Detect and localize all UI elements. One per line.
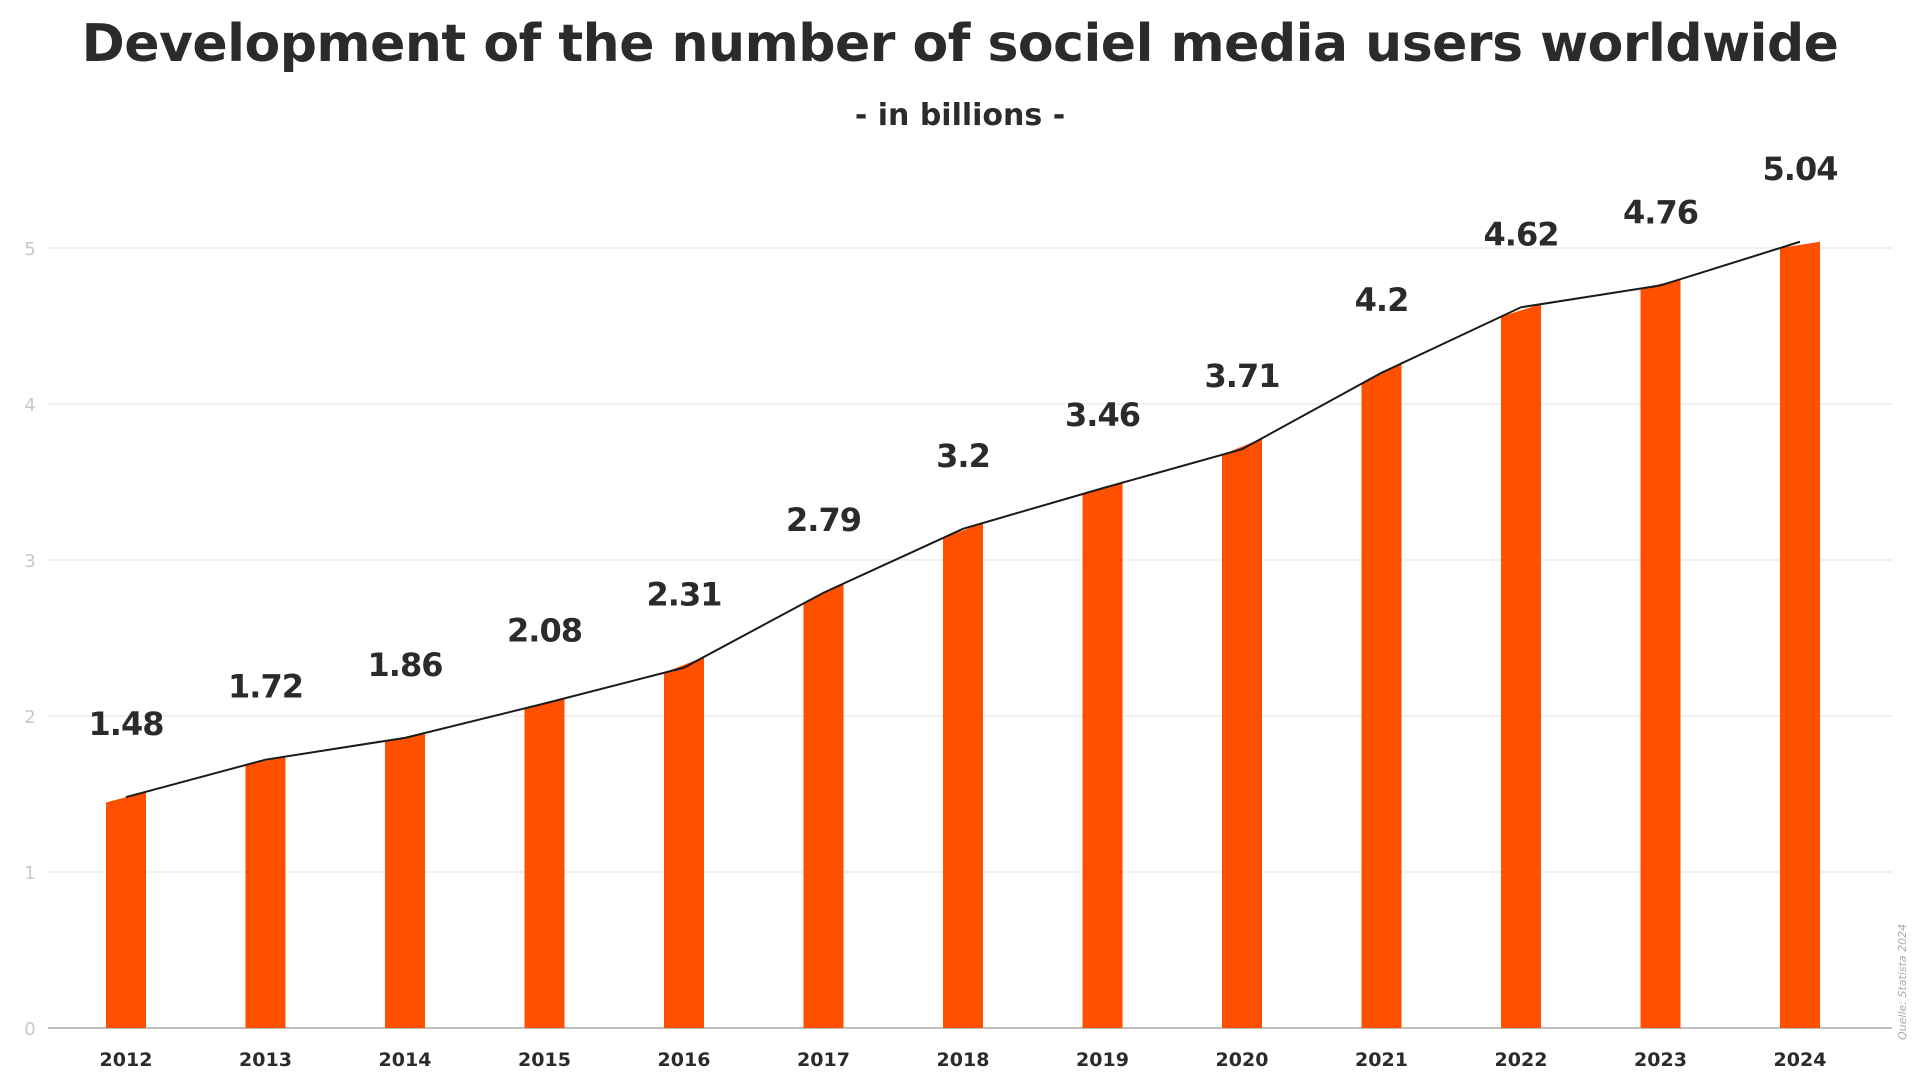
x-tick-label: 2013 <box>239 1049 292 1071</box>
x-tick-label: 2024 <box>1774 1049 1827 1071</box>
y-tick-label: 4 <box>24 395 35 416</box>
chart-title: Development of the number of sociel medi… <box>81 14 1839 74</box>
x-tick-label: 2018 <box>937 1049 990 1071</box>
bar-2024 <box>1780 241 1820 1028</box>
x-tick-label: 2019 <box>1076 1049 1129 1071</box>
bar-2018 <box>943 522 983 1028</box>
bar-2012 <box>106 791 146 1028</box>
x-tick-label: 2016 <box>658 1049 711 1071</box>
data-label: 2.79 <box>786 501 861 539</box>
data-label: 5.04 <box>1763 150 1838 188</box>
data-label: 2.08 <box>507 612 582 650</box>
bar-2015 <box>524 698 565 1028</box>
x-tick-label: 2022 <box>1495 1049 1548 1071</box>
x-tick-label: 2023 <box>1634 1049 1687 1071</box>
data-label: 4.62 <box>1484 215 1559 253</box>
data-label: 3.71 <box>1205 357 1280 395</box>
bar-2020 <box>1222 438 1262 1028</box>
chart-subtitle: - in billions - <box>854 98 1066 133</box>
trend-line <box>125 240 1801 799</box>
bar-2023 <box>1640 279 1681 1029</box>
data-label: 1.72 <box>228 668 303 706</box>
bar-2017 <box>803 583 844 1028</box>
bar-2022 <box>1501 304 1541 1028</box>
data-label: 1.86 <box>368 646 443 684</box>
data-label: 4.2 <box>1355 281 1409 319</box>
y-tick-label: 2 <box>24 707 35 728</box>
y-tick-label: 1 <box>24 863 35 884</box>
x-tick-label: 2012 <box>100 1049 153 1071</box>
data-label: 1.48 <box>89 705 164 743</box>
data-label: 2.31 <box>647 576 722 614</box>
x-tick-label: 2021 <box>1355 1049 1408 1071</box>
bar-2016 <box>664 656 704 1028</box>
x-tick-label: 2014 <box>379 1049 432 1071</box>
bar-2013 <box>245 756 286 1028</box>
x-tick-label: 2017 <box>797 1049 850 1071</box>
source-note: Quelle: Statista 2024 <box>1896 923 1909 1040</box>
data-label: 3.46 <box>1065 396 1140 434</box>
bar-2019 <box>1082 482 1123 1029</box>
y-tick-label: 3 <box>24 551 35 572</box>
bar-2014 <box>385 732 425 1028</box>
y-tick-label: 5 <box>24 239 35 260</box>
data-label: 4.76 <box>1623 193 1698 231</box>
data-label: 3.2 <box>936 437 990 475</box>
x-tick-label: 2015 <box>518 1049 571 1071</box>
bar-2021 <box>1361 363 1402 1028</box>
x-tick-label: 2020 <box>1216 1049 1269 1071</box>
y-tick-label: 0 <box>24 1019 35 1040</box>
